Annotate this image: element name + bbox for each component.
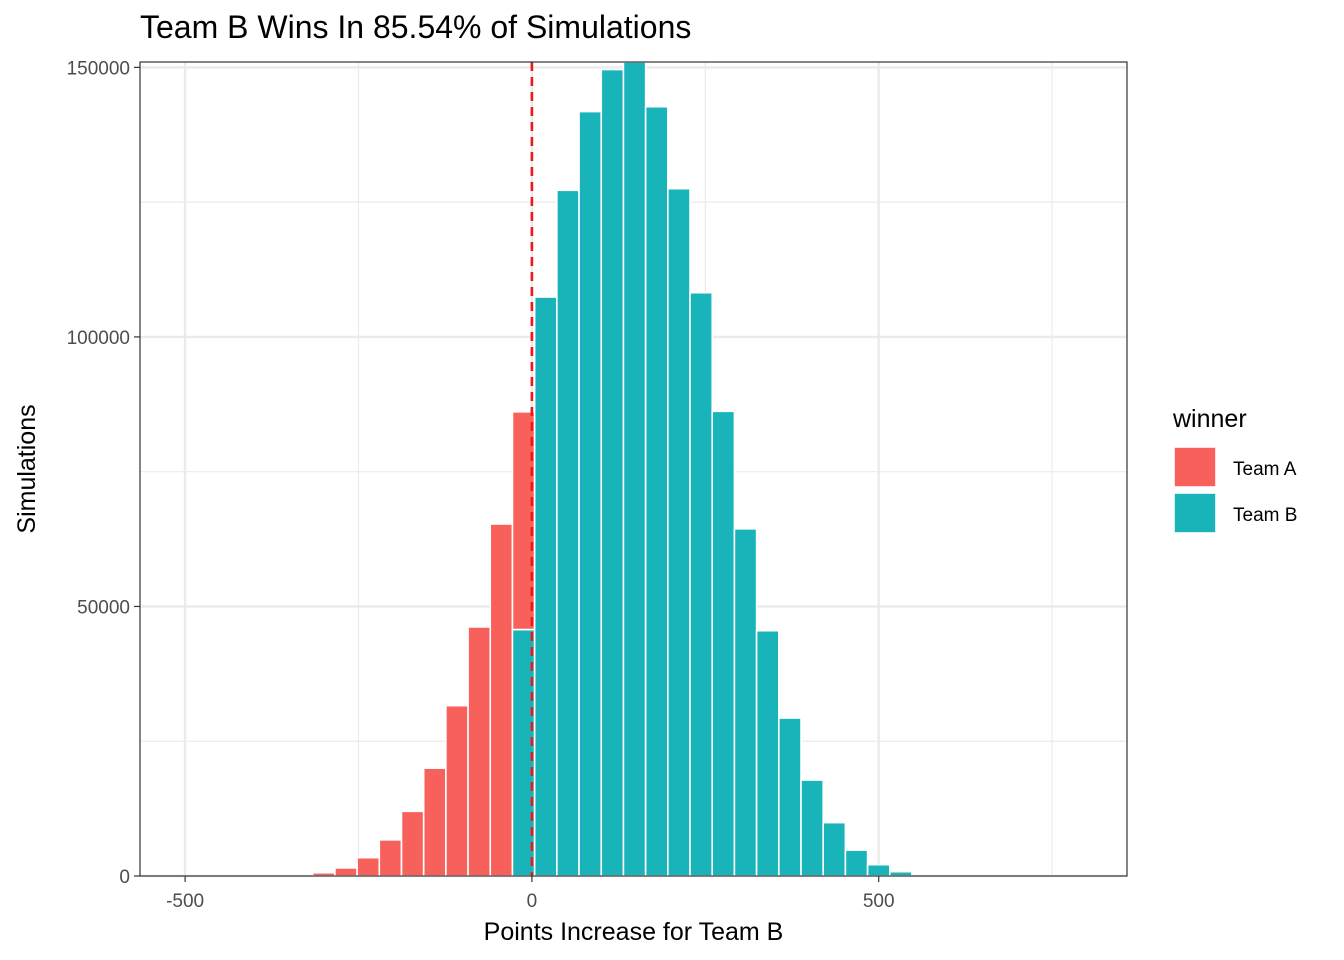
plot-border xyxy=(139,61,1128,877)
bar-team-a xyxy=(378,839,403,877)
legend: winner Team A Team B xyxy=(1172,405,1297,534)
x-axis-title: Points Increase for Team B xyxy=(484,918,784,946)
legend-label: Team B xyxy=(1233,505,1297,526)
y-tick-label: 150000 xyxy=(67,58,130,79)
bar-team-b xyxy=(755,629,780,877)
bar-team-a xyxy=(356,856,381,877)
bar-team-b xyxy=(800,779,825,877)
bar-team-b xyxy=(778,717,802,877)
bar-team-b xyxy=(822,821,847,877)
bar-team-a xyxy=(422,767,447,877)
legend-key-team-a xyxy=(1173,446,1217,488)
y-axis-ticks: 0 50000 100000 150000 xyxy=(67,58,140,888)
bar-team-b xyxy=(866,863,891,877)
bar-team-b xyxy=(556,189,580,877)
y-tick-label: 50000 xyxy=(77,597,130,618)
y-tick-label: 100000 xyxy=(67,328,130,349)
y-tick-label: 0 xyxy=(119,867,130,888)
bar-team-a xyxy=(334,867,358,877)
legend-title: winner xyxy=(1172,405,1247,433)
bar-team-b xyxy=(600,68,625,877)
bar-team-b xyxy=(844,849,869,877)
bar-team-a xyxy=(489,523,514,877)
bar-team-b xyxy=(578,110,603,877)
bar-team-b xyxy=(733,528,758,877)
legend-items: Team A Team B xyxy=(1173,446,1297,534)
legend-label: Team A xyxy=(1233,459,1297,480)
bar-team-a xyxy=(445,704,469,877)
x-tick-label: 500 xyxy=(863,891,895,912)
bar-team-b xyxy=(711,410,736,877)
bar-team-b xyxy=(667,187,691,877)
bar-team-a xyxy=(467,626,492,877)
bar-team-b xyxy=(622,61,647,877)
x-axis-ticks: -500 0 500 xyxy=(166,876,895,912)
x-tick-label: 0 xyxy=(527,891,538,912)
x-tick-label: -500 xyxy=(166,891,204,912)
bar-team-a xyxy=(400,810,425,877)
y-axis-title: Simulations xyxy=(13,404,41,533)
plot-area xyxy=(139,61,1128,878)
bar-team-b xyxy=(888,870,913,877)
bars xyxy=(311,61,913,877)
legend-key-team-b xyxy=(1173,492,1217,534)
bar-team-b xyxy=(689,291,714,877)
chart-title: Team B Wins In 85.54% of Simulations xyxy=(140,9,691,45)
bar-team-b xyxy=(644,105,669,877)
bar-team-b xyxy=(533,296,558,877)
